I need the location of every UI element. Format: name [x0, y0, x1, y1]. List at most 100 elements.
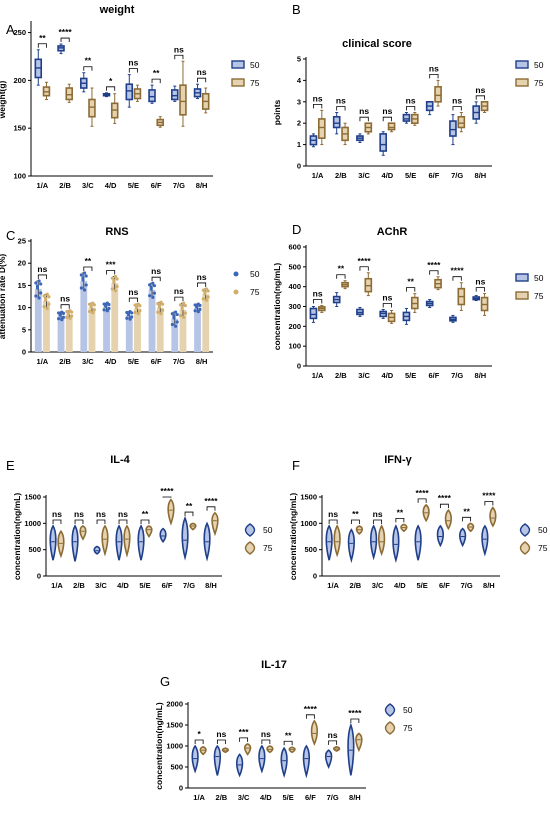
bar-50-5E	[125, 315, 133, 352]
bar-50-1A-point	[34, 281, 38, 285]
y-tick-label: 4	[297, 76, 302, 85]
bar-50-8H-point	[193, 309, 197, 313]
legend-marker-50	[384, 703, 396, 717]
significance-label-6F: ns	[151, 266, 161, 276]
bar-75-6F-point	[161, 308, 165, 312]
x-tick-label-4D: 4/D	[382, 171, 394, 180]
bar-75-2B-point	[66, 312, 71, 316]
violin-50-7G	[458, 527, 467, 548]
bar-50-5E-point	[128, 317, 132, 321]
bar-50-6F-point	[152, 284, 157, 288]
significance-label-2B: ns	[216, 729, 226, 739]
significance-bracket-1A	[52, 519, 62, 524]
panel-letter: B	[292, 2, 301, 17]
bar-50-6F-point	[149, 287, 153, 291]
bar-50-3C-point	[82, 288, 87, 292]
y-tick-label: 500	[288, 262, 301, 271]
chart-panel-d: AChR D 0 100 200 300 400 500 600 concentration(ng…	[272, 222, 544, 380]
significance-bracket-5E	[417, 498, 427, 503]
significance-bracket-8H	[206, 506, 216, 511]
y-tick-label: 0	[37, 572, 41, 581]
bar-75-1A-point	[44, 298, 48, 302]
bar-75-4D-point	[112, 280, 116, 284]
violin-50-4D	[115, 524, 123, 561]
significance-bracket-5E	[128, 297, 138, 303]
significance-bracket-1A	[37, 43, 47, 48]
significance-label-3C: **	[85, 256, 92, 266]
y-tick-label: 1	[297, 140, 301, 149]
bar-50-4D-point	[107, 306, 111, 311]
x-tick-label-2B: 2/B	[335, 371, 347, 380]
y-tick-label: 2	[297, 119, 301, 128]
legend-marker-75	[519, 541, 531, 555]
chart-panel-g: IL-17 G 0 500 1000 1500 2000concentration(ng/m…	[154, 659, 413, 802]
y-tick-label: 250	[13, 28, 26, 37]
significance-label-4D: ns	[261, 729, 271, 739]
bar-75-8H-point	[204, 298, 209, 302]
significance-bracket-1A	[313, 103, 323, 109]
bar-50-1A-point	[37, 296, 41, 300]
violin-50-5E	[280, 746, 288, 779]
bar-75-6F	[156, 307, 164, 352]
significance-bracket-5E	[406, 106, 416, 111]
bar-75-1A	[43, 300, 50, 352]
violin-50-6F	[302, 744, 311, 779]
bar-75-8H-point	[206, 295, 210, 299]
y-tick-label: 100	[288, 342, 301, 351]
significance-label-2B: **	[352, 509, 359, 519]
significance-label-4D: ns	[382, 106, 392, 116]
legend-label-50: 50	[534, 60, 544, 70]
bar-75-3C-point	[87, 309, 92, 314]
panel-letter: G	[160, 674, 170, 689]
bar-50-8H-point	[193, 303, 197, 307]
bar-75-5E-point	[136, 311, 140, 316]
legend-label-75: 75	[538, 543, 548, 553]
significance-label-4D: *	[109, 76, 113, 86]
x-tick-label-4D: 4/D	[394, 581, 406, 590]
legend-marker-50	[233, 271, 239, 277]
y-tick-label: 1000	[300, 519, 317, 528]
legend-label-50: 50	[250, 269, 260, 279]
bar-75-3C-point	[89, 305, 93, 309]
significance-label-4D: ns	[382, 292, 392, 302]
x-tick-label-8H: 8/H	[349, 793, 361, 802]
x-tick-label-4D: 4/D	[382, 371, 394, 380]
significance-label-8H: ns	[197, 272, 207, 282]
y-tick-label: 500	[304, 545, 317, 554]
bar-75-5E-point	[133, 303, 137, 307]
bar-50-2B-point	[61, 311, 66, 315]
significance-bracket-6F	[162, 496, 172, 498]
panel-letter: D	[292, 222, 301, 237]
bar-50-3C-point	[79, 273, 83, 277]
bar-50-2B-point	[57, 311, 61, 315]
bar-75-7G-point	[180, 307, 184, 311]
x-tick-label-1A: 1/A	[51, 581, 63, 590]
y-tick-label: 200	[13, 76, 26, 85]
legend-label-50: 50	[263, 525, 273, 535]
y-tick-label: 500	[170, 763, 183, 772]
significance-bracket-5E	[140, 519, 150, 524]
x-tick-label-3C: 3/C	[358, 171, 370, 180]
violin-75-4D	[123, 524, 131, 558]
y-axis-label: weight(g)	[0, 80, 7, 119]
violin-75-7G	[189, 522, 197, 531]
y-tick-label: 0	[179, 784, 183, 793]
bar-75-6F-point	[156, 302, 160, 306]
chart-title: AChR	[377, 226, 408, 238]
significance-label-4D: **	[397, 507, 404, 517]
bar-50-1A-point	[39, 282, 43, 286]
bar-75-2B-point	[70, 310, 74, 314]
bar-75-7G-point	[183, 311, 187, 315]
significance-label-1A: ns	[313, 289, 323, 299]
bar-50-5E-point	[130, 311, 134, 315]
y-tick-label: 300	[288, 302, 301, 311]
significance-label-6F: ****	[438, 493, 452, 503]
significance-bracket-6F	[429, 74, 439, 79]
bar-75-5E	[134, 308, 141, 352]
significance-label-1A: ns	[52, 509, 62, 519]
bar-75-2B-point	[70, 314, 74, 318]
x-tick-label-1A: 1/A	[37, 181, 49, 190]
legend-label-75: 75	[250, 287, 260, 297]
legend-marker-50	[244, 523, 256, 537]
bar-50-5E-point	[126, 313, 131, 317]
